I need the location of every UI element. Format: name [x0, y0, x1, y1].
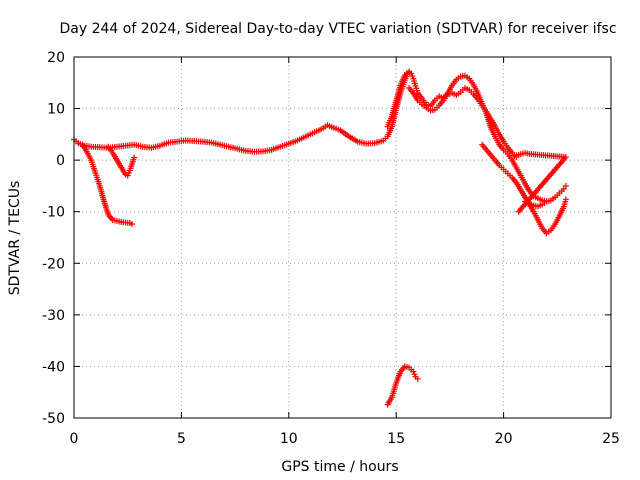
x-tick-label: 20 [495, 431, 513, 447]
plot-frame [73, 56, 612, 419]
data-point-marker [515, 208, 522, 215]
series-small-dip [105, 143, 138, 179]
grid [74, 57, 611, 418]
x-tick-label: 15 [387, 431, 405, 447]
x-axis-label: GPS time / hours [281, 459, 398, 475]
series-upper-branch [384, 68, 413, 130]
series-isolated-points [511, 149, 569, 215]
x-tick-label: 25 [602, 431, 620, 447]
series-mid-branch [406, 84, 520, 161]
data-point-marker [406, 68, 413, 75]
y-tick-label: -50 [42, 411, 65, 427]
data-point-marker [414, 375, 421, 382]
data-point-marker [131, 154, 138, 161]
y-tick-label: -30 [42, 308, 65, 324]
data-point-marker [562, 196, 569, 203]
series-dip-branch [79, 141, 135, 228]
data-point-marker [543, 198, 550, 205]
y-tick-label: 0 [56, 153, 65, 169]
series-main-trace [71, 69, 569, 205]
data-point-marker [562, 182, 569, 189]
series-isolated-low [384, 363, 421, 408]
x-tick-label: 0 [70, 431, 79, 447]
y-tick-label: -40 [42, 359, 65, 375]
data-point-marker [560, 186, 567, 193]
data-series [71, 68, 569, 408]
chart-title: Day 244 of 2024, Sidereal Day-to-day VTE… [59, 21, 616, 37]
y-axis-label: SDTVAR / TECUs [7, 181, 23, 296]
axis-ticks [73, 56, 612, 419]
data-point-marker [128, 221, 135, 228]
y-tick-label: 10 [47, 102, 65, 118]
y-tick-label: 20 [47, 50, 65, 66]
tick-labels: 0 5 10 15 20 25 -50 -40 -30 -20 -10 0 10 20 [42, 50, 620, 447]
y-tick-label: -10 [42, 205, 65, 221]
y-tick-label: -20 [42, 256, 65, 272]
x-tick-label: 5 [177, 431, 186, 447]
x-tick-label: 10 [280, 431, 298, 447]
